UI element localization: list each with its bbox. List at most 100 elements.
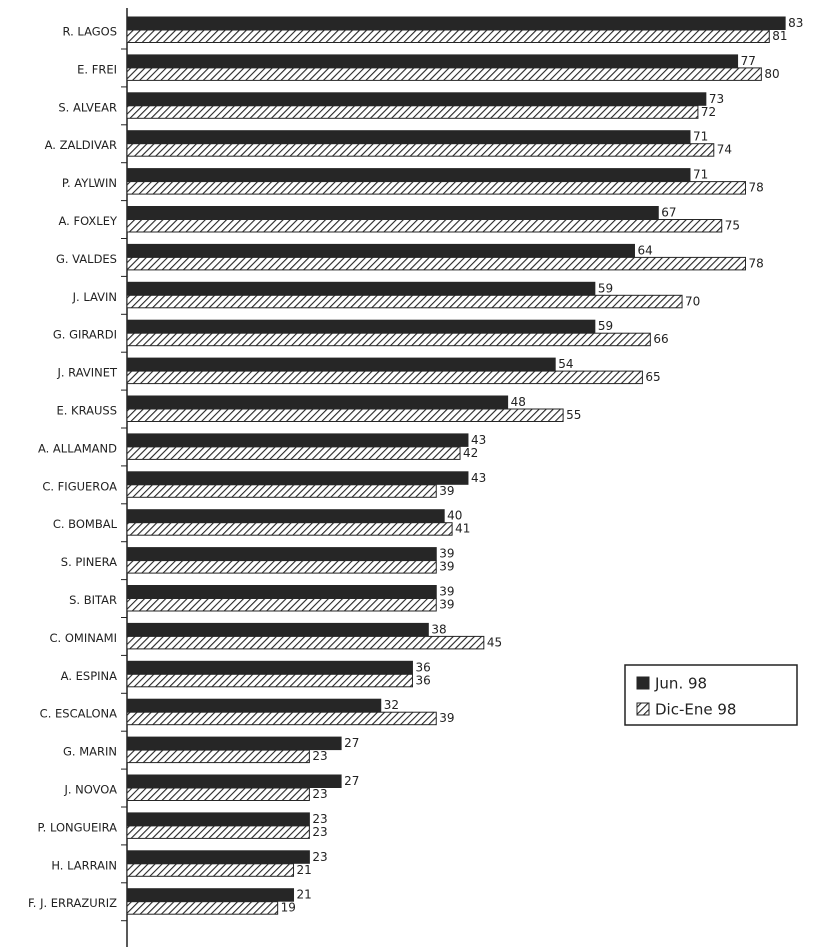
bar bbox=[126, 698, 382, 713]
y-tick-label: E. FREI bbox=[77, 62, 117, 76]
bar bbox=[126, 812, 310, 826]
data-label: 27 bbox=[344, 736, 359, 750]
bar bbox=[126, 319, 596, 334]
bar bbox=[126, 901, 279, 915]
data-label: 78 bbox=[748, 181, 763, 195]
data-label: 36 bbox=[415, 673, 430, 687]
data-label: 39 bbox=[439, 547, 454, 561]
data-label: 65 bbox=[645, 370, 660, 384]
y-tick-label: G. MARIN bbox=[63, 745, 117, 759]
bar bbox=[126, 585, 437, 599]
bar bbox=[126, 622, 429, 637]
bar bbox=[126, 54, 739, 68]
bar bbox=[126, 736, 342, 751]
bar bbox=[126, 243, 635, 258]
bar bbox=[126, 509, 445, 523]
data-label: 39 bbox=[439, 585, 454, 599]
data-label: 59 bbox=[598, 319, 613, 333]
data-label: 27 bbox=[344, 774, 359, 788]
data-label: 21 bbox=[297, 863, 312, 877]
data-label: 67 bbox=[661, 206, 676, 220]
bar bbox=[126, 471, 469, 485]
y-tick-label: P. AYLWIN bbox=[62, 176, 117, 190]
bar bbox=[126, 635, 485, 650]
y-tick-label: S. BITAR bbox=[69, 593, 117, 607]
data-label: 77 bbox=[741, 54, 756, 68]
bar bbox=[126, 408, 564, 422]
bar bbox=[126, 206, 659, 220]
y-tick-label: A. ESPINA bbox=[61, 669, 117, 683]
bar bbox=[126, 825, 310, 839]
data-label: 41 bbox=[455, 522, 470, 536]
y-tick-label: G. GIRARDI bbox=[53, 328, 117, 342]
data-label: 42 bbox=[463, 446, 478, 460]
data-label: 23 bbox=[312, 749, 327, 763]
y-tick-label: J. RAVINET bbox=[56, 366, 117, 380]
bar bbox=[126, 660, 413, 675]
data-label: 72 bbox=[701, 105, 716, 119]
data-label: 59 bbox=[598, 281, 613, 295]
bar bbox=[126, 863, 295, 877]
bar bbox=[126, 484, 437, 498]
data-label: 70 bbox=[685, 294, 700, 308]
bar bbox=[126, 598, 437, 612]
bar bbox=[126, 294, 683, 309]
bar bbox=[126, 357, 556, 372]
data-label: 21 bbox=[297, 888, 312, 902]
data-label: 36 bbox=[415, 660, 430, 674]
bar bbox=[126, 370, 643, 385]
bar bbox=[126, 181, 746, 195]
data-label: 39 bbox=[439, 711, 454, 725]
bar bbox=[126, 433, 469, 447]
legend-label: Jun. 98 bbox=[654, 675, 707, 693]
data-label: 64 bbox=[637, 243, 652, 257]
bar bbox=[126, 774, 342, 788]
bar bbox=[126, 130, 691, 144]
y-tick-label: J. NOVOA bbox=[63, 783, 117, 797]
y-tick-label: G. VALDES bbox=[56, 252, 117, 266]
y-tick-label: A. FOXLEY bbox=[59, 214, 118, 228]
data-label: 66 bbox=[653, 332, 668, 346]
legend-swatch bbox=[636, 676, 650, 690]
data-label: 55 bbox=[566, 408, 581, 422]
y-tick-label: C. BOMBAL bbox=[53, 517, 118, 531]
data-label: 23 bbox=[312, 812, 327, 826]
y-tick-label: C. FIGUEROA bbox=[42, 479, 117, 493]
bar bbox=[126, 787, 310, 801]
bar bbox=[126, 105, 699, 119]
bar bbox=[126, 850, 310, 864]
bar bbox=[126, 29, 770, 43]
bar bbox=[126, 281, 596, 296]
data-label: 32 bbox=[384, 698, 399, 712]
bar bbox=[126, 168, 691, 182]
bar bbox=[126, 547, 437, 561]
data-label: 71 bbox=[693, 130, 708, 144]
bar bbox=[126, 256, 746, 271]
bar bbox=[126, 16, 786, 30]
y-tick-label: J. LAVIN bbox=[72, 290, 117, 304]
bar bbox=[126, 711, 437, 726]
data-label: 45 bbox=[487, 635, 502, 649]
data-label: 40 bbox=[447, 509, 462, 523]
data-label: 83 bbox=[788, 16, 803, 30]
data-label: 48 bbox=[511, 395, 526, 409]
data-label: 19 bbox=[281, 901, 296, 915]
data-label: 81 bbox=[772, 29, 787, 43]
data-label: 78 bbox=[748, 256, 763, 270]
y-tick-label: C. OMINAMI bbox=[50, 631, 118, 645]
bar bbox=[126, 395, 509, 409]
bar bbox=[126, 92, 707, 106]
bar bbox=[126, 143, 715, 157]
data-label: 74 bbox=[717, 143, 732, 157]
data-label: 23 bbox=[312, 850, 327, 864]
legend-swatch bbox=[636, 702, 650, 716]
bar bbox=[126, 749, 310, 764]
data-label: 71 bbox=[693, 168, 708, 182]
y-tick-label: E. KRAUSS bbox=[56, 404, 117, 418]
bar bbox=[126, 332, 651, 347]
bar bbox=[126, 888, 295, 902]
data-label: 39 bbox=[439, 560, 454, 574]
data-label: 75 bbox=[725, 219, 740, 233]
y-tick-label: A. ALLAMAND bbox=[38, 441, 117, 455]
